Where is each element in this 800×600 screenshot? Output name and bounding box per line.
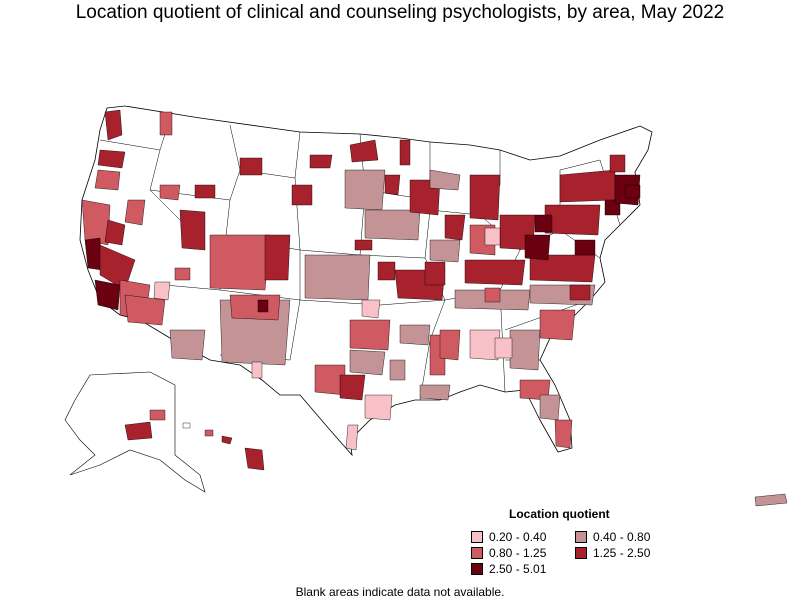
area-sacramento[interactable] <box>104 219 126 246</box>
area-south-carolina[interactable] <box>539 309 576 341</box>
area-boise[interactable] <box>159 184 181 201</box>
legend-label-0: 0.20 - 0.40 <box>489 530 547 544</box>
area-alabama[interactable] <box>469 329 501 361</box>
area-st-louis[interactable] <box>424 261 446 286</box>
legend-swatch-3 <box>575 547 587 559</box>
area-tx-east[interactable] <box>389 359 406 381</box>
area-phoenix[interactable] <box>124 294 166 326</box>
legend-swatch-2 <box>471 547 483 559</box>
area-hawaii-big[interactable] <box>244 447 265 471</box>
area-las-vegas[interactable] <box>153 281 171 301</box>
area-arkansas[interactable] <box>399 324 431 346</box>
hawaii-islands <box>182 422 265 471</box>
area-virginia[interactable] <box>529 254 596 283</box>
area-montana-w[interactable] <box>239 157 263 176</box>
area-el-paso[interactable] <box>251 361 263 379</box>
area-denver[interactable] <box>264 234 291 281</box>
area-houston[interactable] <box>364 394 393 421</box>
area-minnesota-n[interactable] <box>344 169 386 211</box>
legend-item-4: 2.50 - 5.01 <box>471 562 546 576</box>
legend-swatch-1 <box>575 531 587 543</box>
legend-label-4: 2.50 - 5.01 <box>489 562 547 576</box>
legend-label-2: 0.80 - 1.25 <box>489 546 547 560</box>
blank-areas-note: Blank areas indicate data not available. <box>295 585 505 599</box>
area-ohio-se[interactable] <box>484 227 501 246</box>
area-salt-lake[interactable] <box>179 209 206 251</box>
area-hawaii-kauai[interactable] <box>182 422 191 429</box>
area-sf-bay[interactable] <box>84 237 103 271</box>
area-seattle[interactable] <box>104 109 123 141</box>
area-montana-e[interactable] <box>309 154 333 169</box>
area-honolulu[interactable] <box>204 429 214 437</box>
area-louisiana-s[interactable] <box>419 384 451 401</box>
area-vermont[interactable] <box>609 154 626 173</box>
area-wyoming[interactable] <box>291 184 313 206</box>
area-dallas[interactable] <box>349 349 386 376</box>
area-west-virginia[interactable] <box>524 234 551 261</box>
legend-item-2: 0.80 - 1.25 <box>471 546 546 560</box>
area-norcal[interactable] <box>81 199 111 246</box>
area-oklahoma[interactable] <box>349 319 391 351</box>
legend-swatch-4 <box>471 563 483 575</box>
area-minneapolis[interactable] <box>384 174 401 196</box>
area-okc[interactable] <box>361 299 381 319</box>
map-title: Location quotient of clinical and counse… <box>75 2 725 23</box>
area-atlanta[interactable] <box>494 337 513 359</box>
area-new-york[interactable] <box>559 169 616 203</box>
area-puerto-rico[interactable] <box>754 493 788 507</box>
area-colorado[interactable] <box>209 234 271 291</box>
area-maui[interactable] <box>221 435 233 445</box>
legend-item-0: 0.20 - 0.40 <box>471 530 546 544</box>
area-michigan[interactable] <box>469 174 501 221</box>
legend-swatch-0 <box>471 531 483 543</box>
area-kansas[interactable] <box>304 254 371 301</box>
area-georgia[interactable] <box>509 329 541 371</box>
area-iowa[interactable] <box>364 209 421 241</box>
area-anchorage[interactable] <box>124 421 153 441</box>
area-mississippi[interactable] <box>439 329 461 361</box>
area-michigan-up[interactable] <box>429 169 461 191</box>
legend-title: Location quotient <box>509 507 610 521</box>
area-florida-s[interactable] <box>554 419 573 449</box>
area-kentucky[interactable] <box>464 259 526 286</box>
area-patches <box>81 109 641 451</box>
area-tucson[interactable] <box>169 329 206 361</box>
area-socal[interactable] <box>94 279 121 311</box>
area-nashville[interactable] <box>484 287 501 303</box>
area-duluth[interactable] <box>399 139 411 166</box>
legend-item-1: 0.40 - 0.80 <box>575 530 650 544</box>
area-corpus[interactable] <box>345 424 359 451</box>
area-albuquerque[interactable] <box>229 294 281 321</box>
area-portland[interactable] <box>97 149 126 169</box>
area-florida-c[interactable] <box>539 394 561 421</box>
area-pittsburgh[interactable] <box>534 214 553 233</box>
area-san-antonio[interactable] <box>339 374 366 401</box>
legend-label-1: 0.40 - 0.80 <box>593 530 651 544</box>
area-idaho-n[interactable] <box>159 111 173 136</box>
area-alaska-interior[interactable] <box>149 409 166 421</box>
area-kansas-city[interactable] <box>377 261 396 281</box>
area-utah-s[interactable] <box>174 267 191 281</box>
legend-item-3: 1.25 - 2.50 <box>575 546 650 560</box>
area-illinois-c[interactable] <box>429 239 461 263</box>
area-north-dakota[interactable] <box>349 139 379 163</box>
area-nevada-n[interactable] <box>124 199 146 226</box>
area-boston[interactable] <box>624 184 641 199</box>
area-omaha[interactable] <box>354 239 373 251</box>
area-raleigh[interactable] <box>569 284 591 301</box>
legend-label-3: 1.25 - 2.50 <box>593 546 651 560</box>
area-idaho-e[interactable] <box>194 184 216 199</box>
area-dc-baltimore[interactable] <box>574 239 596 256</box>
area-oregon[interactable] <box>94 169 121 191</box>
area-santa-fe[interactable] <box>257 299 269 313</box>
area-chicago[interactable] <box>444 214 466 241</box>
area-pennsylvania[interactable] <box>544 204 601 236</box>
